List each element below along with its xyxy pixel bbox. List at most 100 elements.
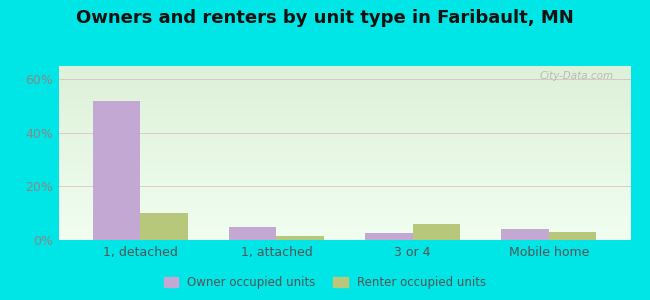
Bar <box>58 127 630 128</box>
Bar <box>58 203 630 204</box>
Bar <box>58 181 630 182</box>
Bar <box>58 239 630 240</box>
Bar <box>58 164 630 165</box>
Bar <box>58 176 630 177</box>
Bar <box>58 140 630 141</box>
Bar <box>58 137 630 138</box>
Bar <box>58 107 630 108</box>
Bar <box>58 104 630 105</box>
Bar <box>58 80 630 81</box>
Bar <box>58 159 630 160</box>
Bar <box>58 132 630 133</box>
Bar <box>58 126 630 127</box>
Bar <box>58 223 630 224</box>
Bar <box>58 171 630 172</box>
Bar <box>58 143 630 144</box>
Bar <box>549 232 597 240</box>
Bar <box>58 124 630 125</box>
Bar <box>58 189 630 190</box>
Bar <box>58 119 630 120</box>
Bar <box>58 70 630 71</box>
Bar <box>413 224 460 240</box>
Bar <box>58 213 630 214</box>
Bar <box>58 113 630 114</box>
Bar <box>58 90 630 91</box>
Bar <box>58 209 630 210</box>
Bar <box>58 169 630 170</box>
Bar <box>58 74 630 75</box>
Bar <box>58 231 630 232</box>
Bar <box>58 68 630 69</box>
Bar <box>140 213 188 240</box>
Bar <box>58 95 630 96</box>
Bar <box>58 191 630 192</box>
Bar <box>58 122 630 123</box>
Bar <box>58 79 630 80</box>
Bar <box>58 238 630 239</box>
Bar <box>58 205 630 206</box>
Bar <box>58 156 630 157</box>
Bar <box>58 154 630 155</box>
Bar <box>58 194 630 195</box>
Bar <box>58 173 630 174</box>
Bar <box>58 236 630 237</box>
Bar <box>58 120 630 121</box>
Bar <box>58 139 630 140</box>
Bar <box>58 162 630 163</box>
Bar <box>58 67 630 68</box>
Bar <box>58 128 630 129</box>
Bar <box>58 210 630 211</box>
Bar <box>58 66 630 67</box>
Bar <box>58 175 630 176</box>
Bar <box>58 97 630 98</box>
Bar <box>58 160 630 161</box>
Bar <box>58 202 630 203</box>
Bar <box>58 82 630 83</box>
Bar <box>58 163 630 164</box>
Bar <box>58 179 630 180</box>
Bar <box>58 196 630 197</box>
Bar <box>58 222 630 223</box>
Bar <box>58 87 630 88</box>
Bar <box>58 76 630 77</box>
Bar <box>58 186 630 187</box>
Bar <box>58 123 630 124</box>
Bar <box>58 144 630 145</box>
Bar <box>58 165 630 166</box>
Bar <box>58 155 630 156</box>
Bar <box>58 117 630 118</box>
Bar <box>58 69 630 70</box>
Bar <box>58 150 630 151</box>
Bar <box>58 218 630 219</box>
Bar <box>58 217 630 218</box>
Bar <box>58 226 630 227</box>
Bar <box>58 142 630 143</box>
Bar <box>58 208 630 209</box>
Bar <box>276 236 324 240</box>
Bar <box>58 227 630 228</box>
Bar <box>58 115 630 116</box>
Bar <box>58 237 630 238</box>
Bar <box>58 220 630 221</box>
Bar <box>58 212 630 213</box>
Bar <box>58 190 630 191</box>
Bar <box>58 178 630 179</box>
Bar <box>58 185 630 186</box>
Bar <box>58 193 630 194</box>
Bar <box>58 206 630 207</box>
Bar <box>58 233 630 234</box>
Bar <box>58 221 630 222</box>
Bar <box>58 167 630 168</box>
Bar <box>58 112 630 113</box>
Bar <box>58 86 630 87</box>
Bar <box>58 172 630 173</box>
Bar <box>58 96 630 97</box>
Bar <box>58 187 630 188</box>
Text: Owners and renters by unit type in Faribault, MN: Owners and renters by unit type in Farib… <box>76 9 574 27</box>
Bar <box>365 233 413 240</box>
Bar <box>58 153 630 154</box>
Bar <box>58 72 630 73</box>
Bar <box>58 147 630 148</box>
Bar <box>58 214 630 215</box>
Bar <box>58 135 630 136</box>
